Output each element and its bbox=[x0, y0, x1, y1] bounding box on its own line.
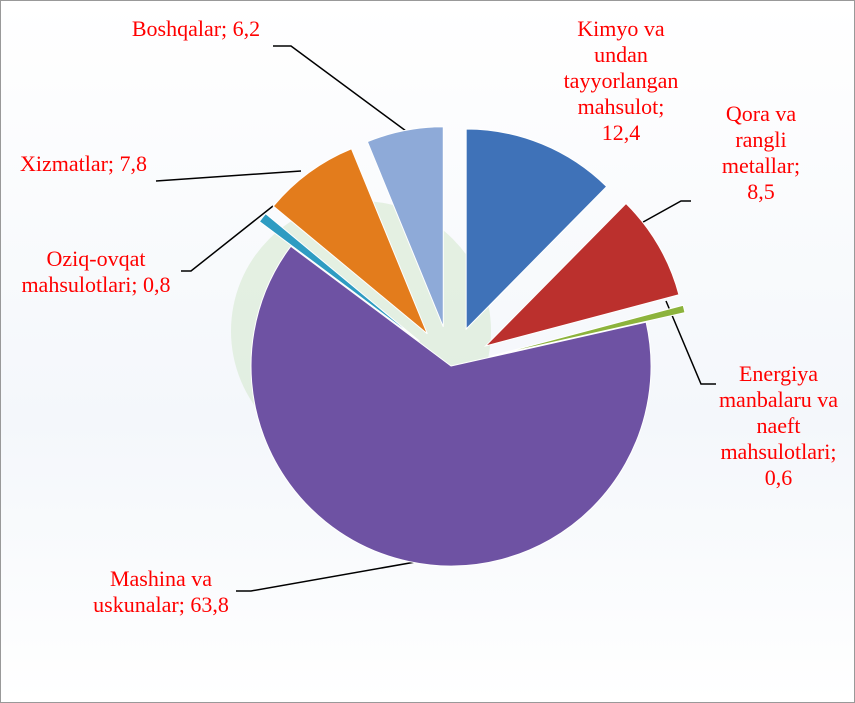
slice-label: Boshqalar; 6,2 bbox=[116, 16, 276, 42]
separator: ; bbox=[178, 592, 191, 617]
pie-slice bbox=[465, 128, 608, 331]
pie-slice bbox=[258, 212, 420, 342]
value-label: 0,8 bbox=[143, 272, 171, 297]
category-label: Kimyo va undan tayyorlangan mahsulot bbox=[563, 16, 679, 119]
separator: ; bbox=[131, 272, 144, 297]
value-label: 0,6 bbox=[764, 465, 793, 490]
category-label: Energiya manbalaru va naeft mahsulotlari bbox=[718, 361, 839, 464]
value-label: 12,4 bbox=[601, 120, 641, 145]
slice-label: Xizmatlar; 7,8 bbox=[16, 151, 151, 177]
pie-slice bbox=[366, 126, 444, 327]
value-label: 6,2 bbox=[232, 16, 261, 41]
value-label: 7,8 bbox=[119, 151, 148, 176]
category-label: Qora va rangli metallar bbox=[721, 101, 797, 178]
value-label: 8,5 bbox=[747, 179, 775, 204]
pie-slice bbox=[250, 245, 652, 567]
category-label: Oziq-ovqat mahsulotlari bbox=[21, 246, 146, 297]
category-label: Boshqalar bbox=[131, 16, 222, 41]
pie-slice bbox=[272, 148, 428, 335]
slice-label: Oziq-ovqat mahsulotlari; 0,8 bbox=[11, 246, 181, 298]
separator: ; bbox=[107, 151, 120, 176]
separator: ; bbox=[658, 94, 665, 119]
slice-label: Mashina va uskunalar; 63,8 bbox=[76, 566, 246, 618]
pie-slice bbox=[489, 304, 686, 357]
category-label: Xizmatlar bbox=[19, 151, 108, 176]
slice-label: Kimyo va undan tayyorlangan mahsulot; 12… bbox=[556, 16, 686, 146]
value-label: 63,8 bbox=[190, 592, 229, 617]
separator: ; bbox=[221, 16, 233, 41]
category-label: Mashina va uskunalar bbox=[93, 566, 213, 617]
slice-label: Energiya manbalaru va naeft mahsulotlari… bbox=[711, 361, 846, 491]
pie-slice bbox=[483, 202, 680, 347]
slice-label: Qora va rangli metallar; 8,5 bbox=[706, 101, 816, 205]
separator: ; bbox=[830, 439, 837, 464]
separator: ; bbox=[793, 153, 801, 178]
leader-lines bbox=[155, 45, 716, 592]
